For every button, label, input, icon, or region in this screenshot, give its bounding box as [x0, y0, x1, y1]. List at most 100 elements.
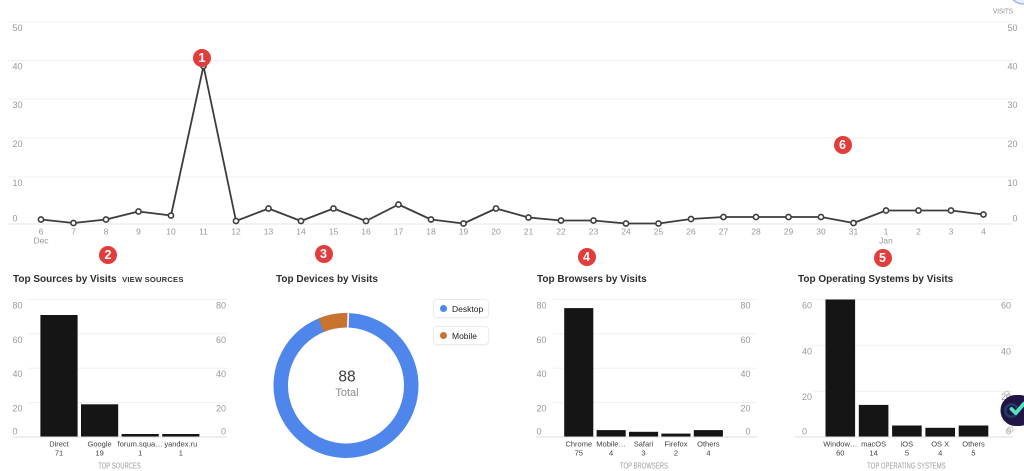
svg-text:7: 7: [71, 227, 76, 237]
svg-text:17: 17: [394, 227, 404, 237]
svg-text:TOP BROWSERS: TOP BROWSERS: [620, 462, 668, 471]
svg-text:40: 40: [13, 62, 23, 72]
svg-text:0: 0: [13, 427, 18, 437]
svg-text:Dec: Dec: [33, 236, 49, 246]
svg-text:4: 4: [706, 449, 710, 458]
svg-text:macOS: macOS: [861, 440, 886, 449]
svg-text:20: 20: [802, 392, 812, 402]
svg-text:1: 1: [179, 449, 183, 458]
svg-text:30: 30: [816, 227, 826, 237]
svg-text:40: 40: [216, 369, 226, 379]
svg-text:28: 28: [751, 227, 761, 237]
svg-text:Window…: Window…: [823, 440, 857, 449]
svg-text:75: 75: [575, 449, 583, 458]
svg-text:Total: Total: [335, 387, 358, 399]
svg-text:3: 3: [641, 449, 645, 458]
svg-text:80: 80: [740, 301, 750, 311]
svg-text:40: 40: [13, 369, 23, 379]
svg-text:Chrome: Chrome: [565, 440, 592, 449]
svg-text:Jan: Jan: [879, 236, 893, 246]
svg-text:50: 50: [13, 23, 23, 33]
svg-text:4: 4: [609, 449, 613, 458]
svg-text:40: 40: [1001, 346, 1011, 356]
svg-text:20: 20: [1001, 392, 1011, 402]
svg-text:19: 19: [459, 227, 469, 237]
svg-text:0: 0: [221, 427, 226, 437]
svg-text:TOP OPERATING SYSTEMS: TOP OPERATING SYSTEMS: [867, 462, 946, 471]
svg-text:8: 8: [104, 227, 109, 237]
svg-text:0: 0: [1012, 214, 1017, 224]
svg-text:yandex.ru: yandex.ru: [164, 440, 197, 449]
svg-text:6: 6: [39, 227, 44, 237]
svg-text:71: 71: [55, 449, 63, 458]
svg-text:18: 18: [426, 227, 436, 237]
svg-text:80: 80: [537, 301, 547, 311]
svg-text:4: 4: [981, 227, 986, 237]
svg-text:1: 1: [884, 227, 889, 237]
svg-text:19: 19: [95, 449, 103, 458]
svg-text:40: 40: [740, 369, 750, 379]
svg-text:VISITS: VISITS: [993, 9, 1013, 16]
svg-text:iOS: iOS: [901, 440, 914, 449]
svg-text:15: 15: [329, 227, 339, 237]
svg-text:0: 0: [802, 427, 807, 437]
svg-text:16: 16: [361, 227, 371, 237]
svg-text:60: 60: [13, 335, 23, 345]
svg-text:Others: Others: [697, 440, 720, 449]
svg-text:50: 50: [1007, 23, 1017, 33]
svg-text:Direct: Direct: [49, 440, 70, 449]
svg-text:60: 60: [216, 335, 226, 345]
svg-text:24: 24: [621, 227, 631, 237]
svg-text:22: 22: [556, 227, 566, 237]
svg-text:60: 60: [802, 301, 812, 311]
svg-text:10: 10: [1007, 178, 1017, 188]
svg-text:2: 2: [674, 449, 678, 458]
svg-text:3: 3: [949, 227, 954, 237]
svg-text:21: 21: [524, 227, 534, 237]
svg-text:5: 5: [971, 449, 975, 458]
svg-text:0: 0: [745, 427, 750, 437]
svg-text:23: 23: [589, 227, 599, 237]
svg-text:60: 60: [1001, 301, 1011, 311]
svg-text:10: 10: [13, 178, 23, 188]
svg-text:20: 20: [216, 404, 226, 414]
svg-text:12: 12: [231, 227, 241, 237]
svg-text:Safari: Safari: [634, 440, 654, 449]
svg-text:88: 88: [338, 369, 355, 386]
svg-text:TOP SOURCES: TOP SOURCES: [98, 462, 141, 471]
svg-text:Google: Google: [88, 440, 112, 449]
svg-text:80: 80: [13, 301, 23, 311]
svg-text:20: 20: [13, 139, 23, 149]
svg-text:26: 26: [686, 227, 696, 237]
svg-text:20: 20: [13, 404, 23, 414]
svg-text:40: 40: [537, 369, 547, 379]
svg-text:30: 30: [13, 100, 23, 110]
svg-text:20: 20: [491, 227, 501, 237]
svg-text:60: 60: [740, 335, 750, 345]
svg-text:20: 20: [537, 404, 547, 414]
svg-text:0: 0: [537, 427, 542, 437]
svg-text:40: 40: [1007, 62, 1017, 72]
svg-text:0: 0: [13, 214, 18, 224]
svg-text:29: 29: [784, 227, 794, 237]
svg-text:Others: Others: [962, 440, 985, 449]
svg-text:20: 20: [740, 404, 750, 414]
svg-text:4: 4: [938, 449, 942, 458]
svg-text:25: 25: [654, 227, 664, 237]
svg-text:14: 14: [869, 449, 877, 458]
svg-text:30: 30: [1007, 100, 1017, 110]
svg-text:31: 31: [849, 227, 859, 237]
svg-text:20: 20: [1007, 139, 1017, 149]
svg-text:60: 60: [537, 335, 547, 345]
svg-text:9: 9: [136, 227, 141, 237]
svg-text:11: 11: [199, 227, 208, 237]
svg-text:80: 80: [216, 301, 226, 311]
svg-text:Firefox: Firefox: [665, 440, 688, 449]
svg-text:60: 60: [836, 449, 844, 458]
svg-text:40: 40: [802, 346, 812, 356]
svg-text:1: 1: [138, 449, 142, 458]
svg-text:2: 2: [916, 227, 921, 237]
svg-text:Mobile…: Mobile…: [596, 440, 626, 449]
svg-text:forum.squa…: forum.squa…: [118, 440, 163, 449]
svg-text:OS X: OS X: [931, 440, 949, 449]
